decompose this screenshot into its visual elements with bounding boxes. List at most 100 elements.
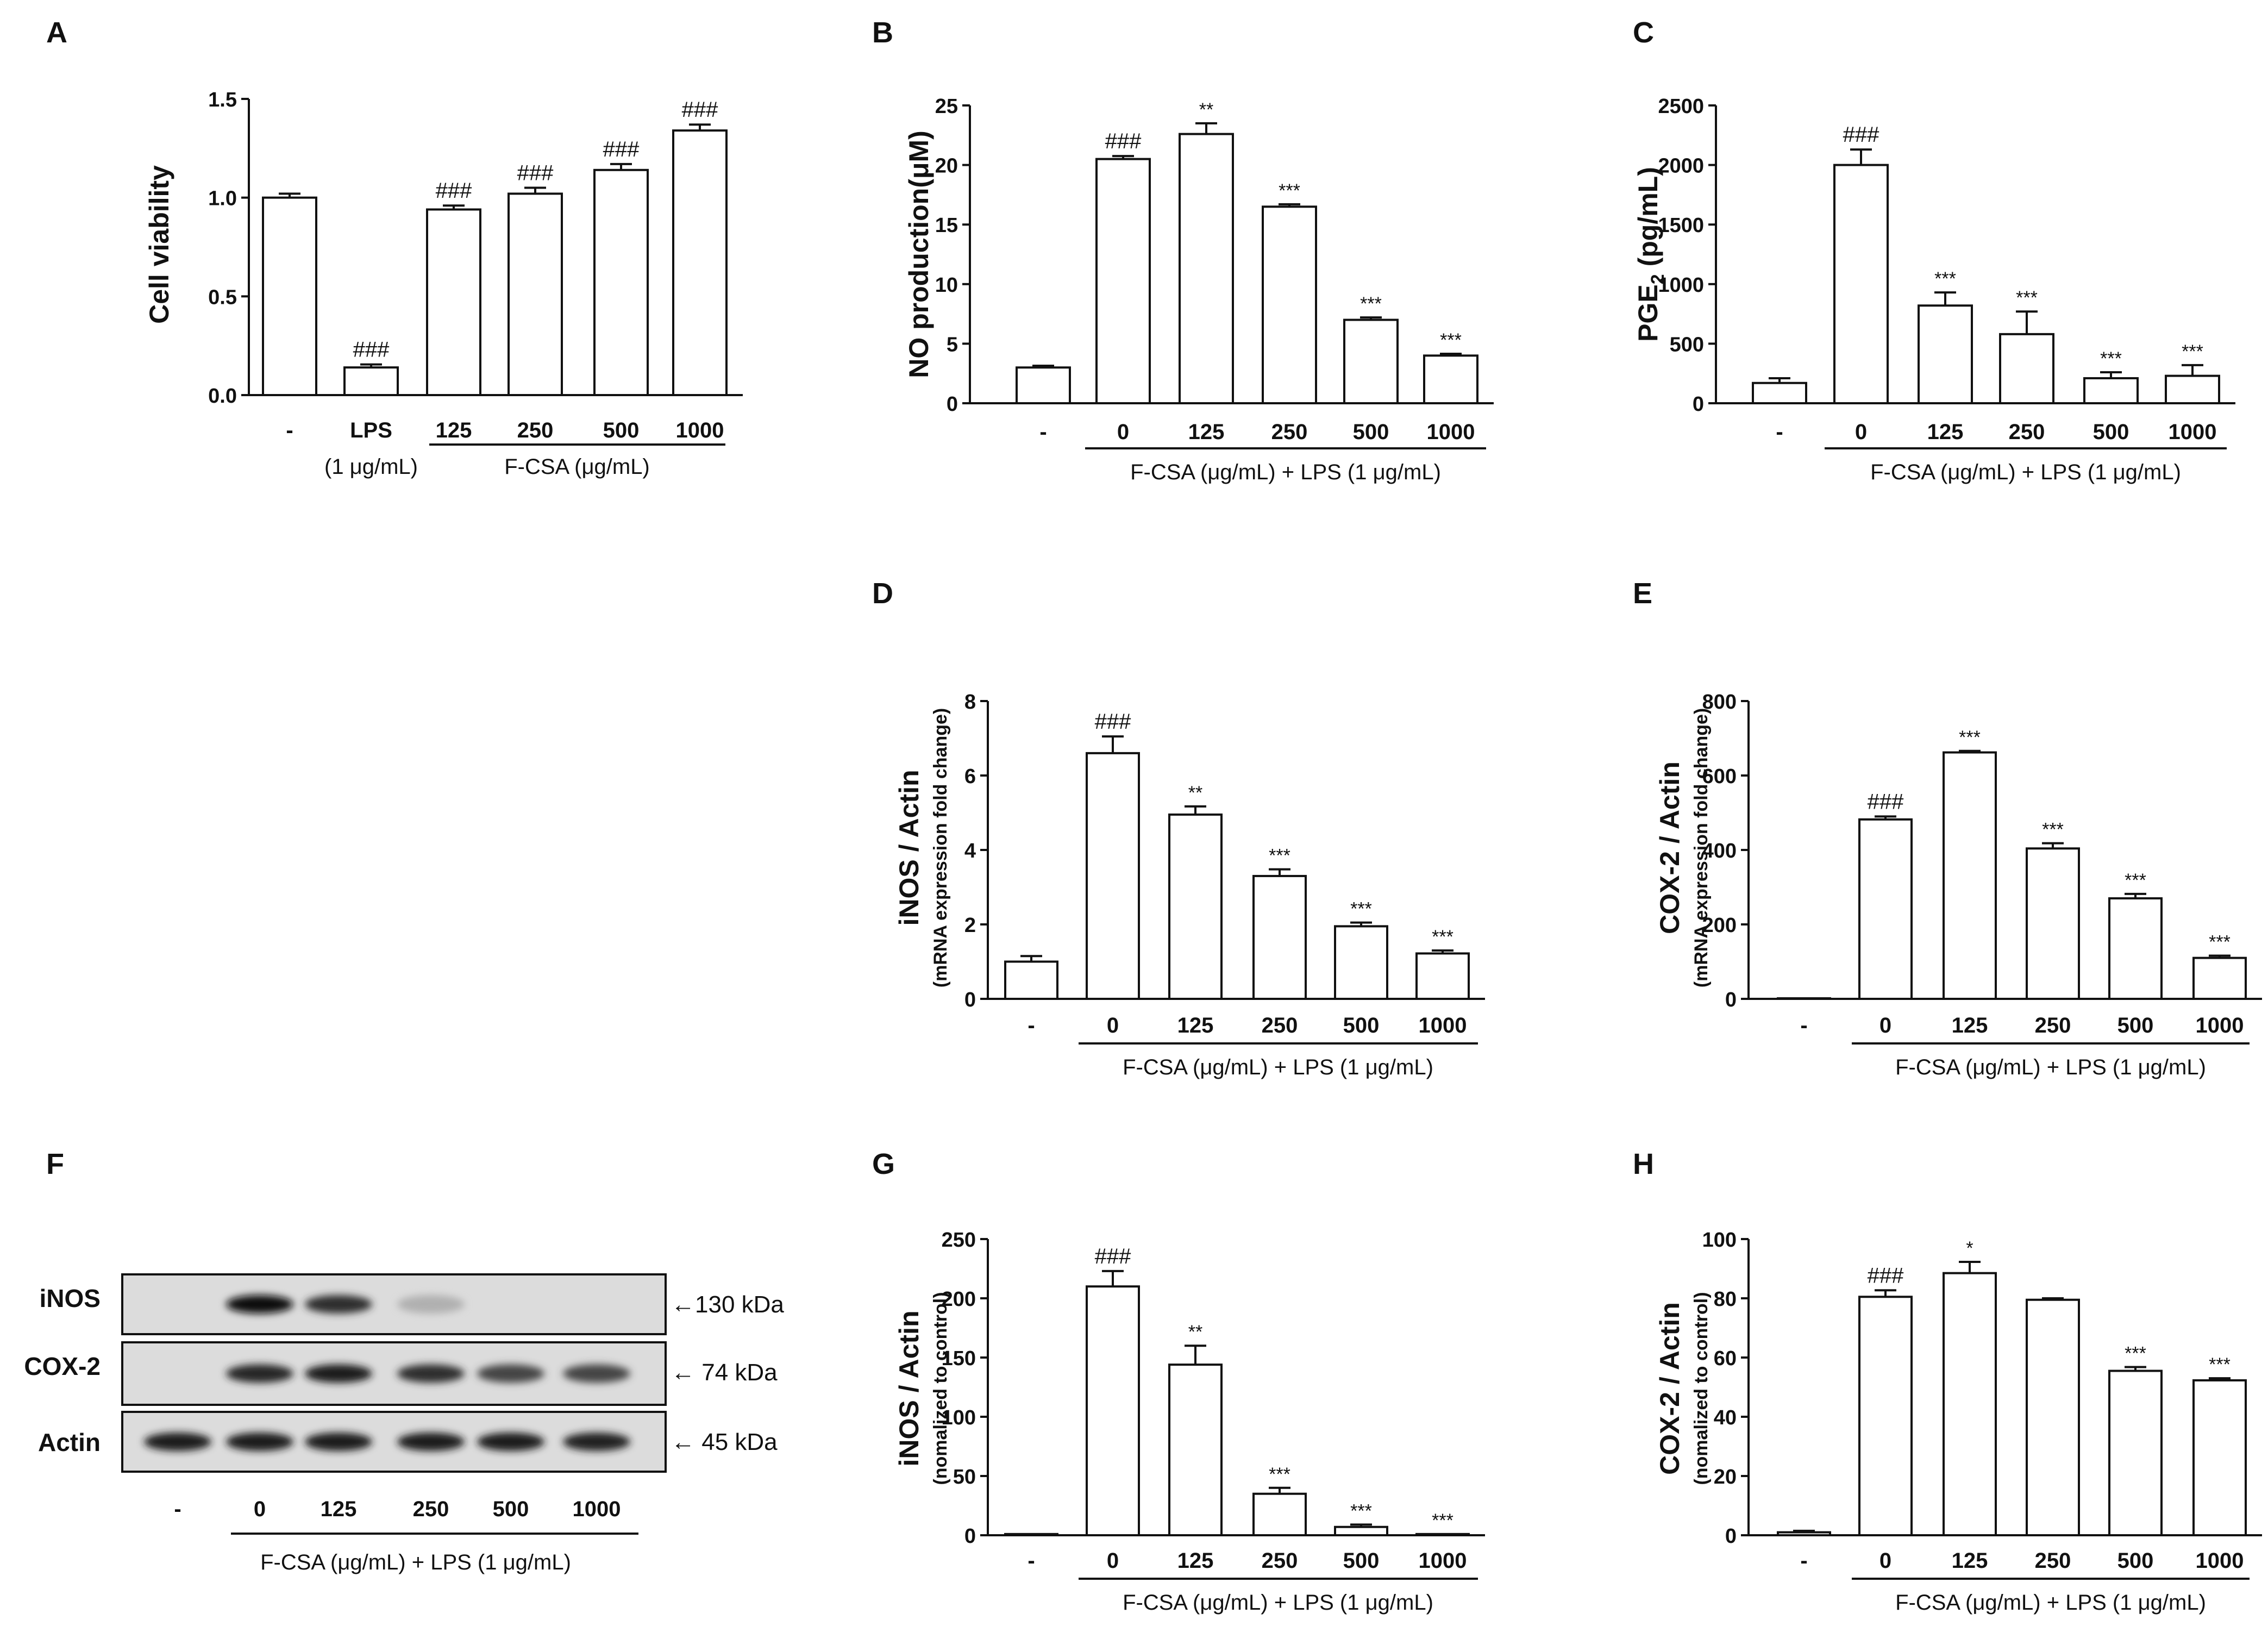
bar [672,129,728,396]
x-tick-label: 0 [1879,1014,1891,1037]
y-tick-label: 200 [1702,914,1737,937]
bar [1943,1272,1997,1537]
x-tick-label: - [1776,420,1783,444]
blot-kda-actin: ← 45 kDa [671,1429,778,1455]
y-tick-label: 80 [1714,1288,1737,1311]
y-tick-label: 50 [953,1466,976,1489]
group-label: F-CSA (μg/mL) + LPS (1 μg/mL) [1870,460,2181,484]
x-tick-label: 125 [1927,420,1964,444]
bar [2083,377,2139,405]
y-axis-label: iNOS / Actin [894,770,924,925]
x-tick-label: 1000 [1427,420,1475,444]
x-tick-label: 125 [1188,420,1225,444]
blot-membrane [121,1273,667,1335]
chart-panel-b: 0 5 10 15 20 25 - ### 0 ** 125 *** 250 *** 500 *** 1000 F… [904,95,1494,484]
y-tick-label: 1500 [1658,214,1704,237]
x-tick-label: 250 [2009,420,2045,444]
x-tick-label: 250 [2035,1014,2071,1037]
x-tick-label: 250 [1262,1549,1298,1573]
panel-letter-c: C [1633,16,1654,49]
charts-layer: 0.00.51.01.5-###LPS###125###250###500###… [144,89,2262,1615]
panel-letter-a: A [46,16,67,49]
blot-band [226,1433,293,1451]
y-tick-label: 4 [964,840,976,862]
x-tick-label: 1000 [2196,1549,2244,1573]
y-tick-label: 6 [964,765,976,788]
x-tick-label: - [1039,420,1047,444]
significance-label: ### [1095,1244,1131,1268]
significance-label: ### [1868,790,1904,814]
significance-label: ### [517,161,554,185]
bar [1086,752,1140,1000]
significance-label: ### [1095,710,1131,734]
x-tick-label: 250 [517,418,554,442]
y-tick-label: 0 [947,393,958,416]
x-tick-label: 125 [436,418,472,442]
y-tick-label: 100 [1702,1229,1737,1252]
x-tick-label: - [1028,1549,1035,1573]
y-tick-label: 2 [964,914,976,937]
panel-letter-d: D [872,577,893,610]
blot-row-label-inos: iNOS [40,1284,101,1312]
bar [1999,333,2054,405]
significance-label: *** [1934,268,1956,289]
x-tick-label: 250 [1271,420,1308,444]
bar [1752,382,1807,405]
y-tick-label: 60 [1714,1347,1737,1370]
bar [2165,374,2220,404]
blot-row-actin [121,1411,667,1473]
blot-band [305,1364,372,1383]
x-tick-label: 125 [1177,1549,1214,1573]
y-tick-label: 0 [964,989,976,1011]
blot-row-inos [121,1273,667,1335]
group-label: F-CSA (μg/mL) + LPS (1 μg/mL) [1895,1591,2206,1615]
x-tick-label: 500 [2093,420,2129,444]
blot-group-label: F-CSA (μg/mL) + LPS (1 μg/mL) [260,1550,571,1574]
significance-label: *** [1269,846,1290,866]
y-tick-label: 20 [935,155,958,178]
x-tick-label: - [1800,1549,1807,1573]
x-tick-label: 125 [1952,1549,1988,1573]
bar [1833,164,1889,404]
significance-label: *** [2209,932,2231,953]
blot-lane-label-5: 1000 [573,1497,621,1521]
bar [426,208,481,396]
panel-letter-h: H [1633,1148,1654,1180]
western-blot: iNOS COX-2 Actin ←130 kDa ← 74 kDa ← 45 … [24,1273,784,1574]
panel-letter-e: E [1633,577,1652,610]
y-axis-label: iNOS / Actin [894,1310,924,1466]
blot-band [226,1295,293,1314]
bar [343,366,399,397]
bar [2192,1379,2247,1537]
significance-label: *** [2042,820,2064,840]
x-tick-label: 125 [1177,1014,1214,1037]
chart-panel-h: 0 20 40 60 80 100 - ### 0 * 125 250 *** 500 *** 1000 F-C… [1655,1229,2262,1615]
blot-kda-inos: ←130 kDa [671,1291,784,1318]
y-axis-sublabel: (mRNA expression fold change) [1691,708,1712,987]
x-tick-label: 250 [1262,1014,1298,1037]
significance-label: * [1966,1238,1973,1259]
blot-lane-label-0: - [174,1497,181,1521]
bar [2192,956,2247,1000]
y-tick-label: 250 [942,1229,976,1252]
significance-label: *** [1350,1500,1372,1521]
bar [1095,158,1151,404]
blot-row-label-cox2: COX-2 [24,1352,101,1380]
bar [1016,366,1071,404]
significance-label: *** [1440,330,1462,351]
bar [1415,1533,1470,1537]
y-axis-label: PGE2 (pg/mL) [1633,167,1668,342]
significance-label: *** [1350,899,1372,920]
y-tick-label: 100 [942,1406,976,1429]
bar [1415,952,1470,1000]
x-tick-label: 500 [2117,1549,2154,1573]
x-tick-label: 500 [1343,1014,1380,1037]
chart-panel-a: 0.0 0.5 1.0 1.5 - ### LPS ### 125 ### 250 ### 500 ###… [144,89,743,479]
x-tick-label: 1000 [1419,1549,1467,1573]
blot-band [226,1364,293,1383]
x-tick-label: 500 [603,418,640,442]
bar [2108,1369,2163,1536]
bar [1004,960,1058,1000]
blot-row-label-actin: Actin [38,1428,101,1456]
x-tick-label: 1000 [2196,1014,2244,1037]
